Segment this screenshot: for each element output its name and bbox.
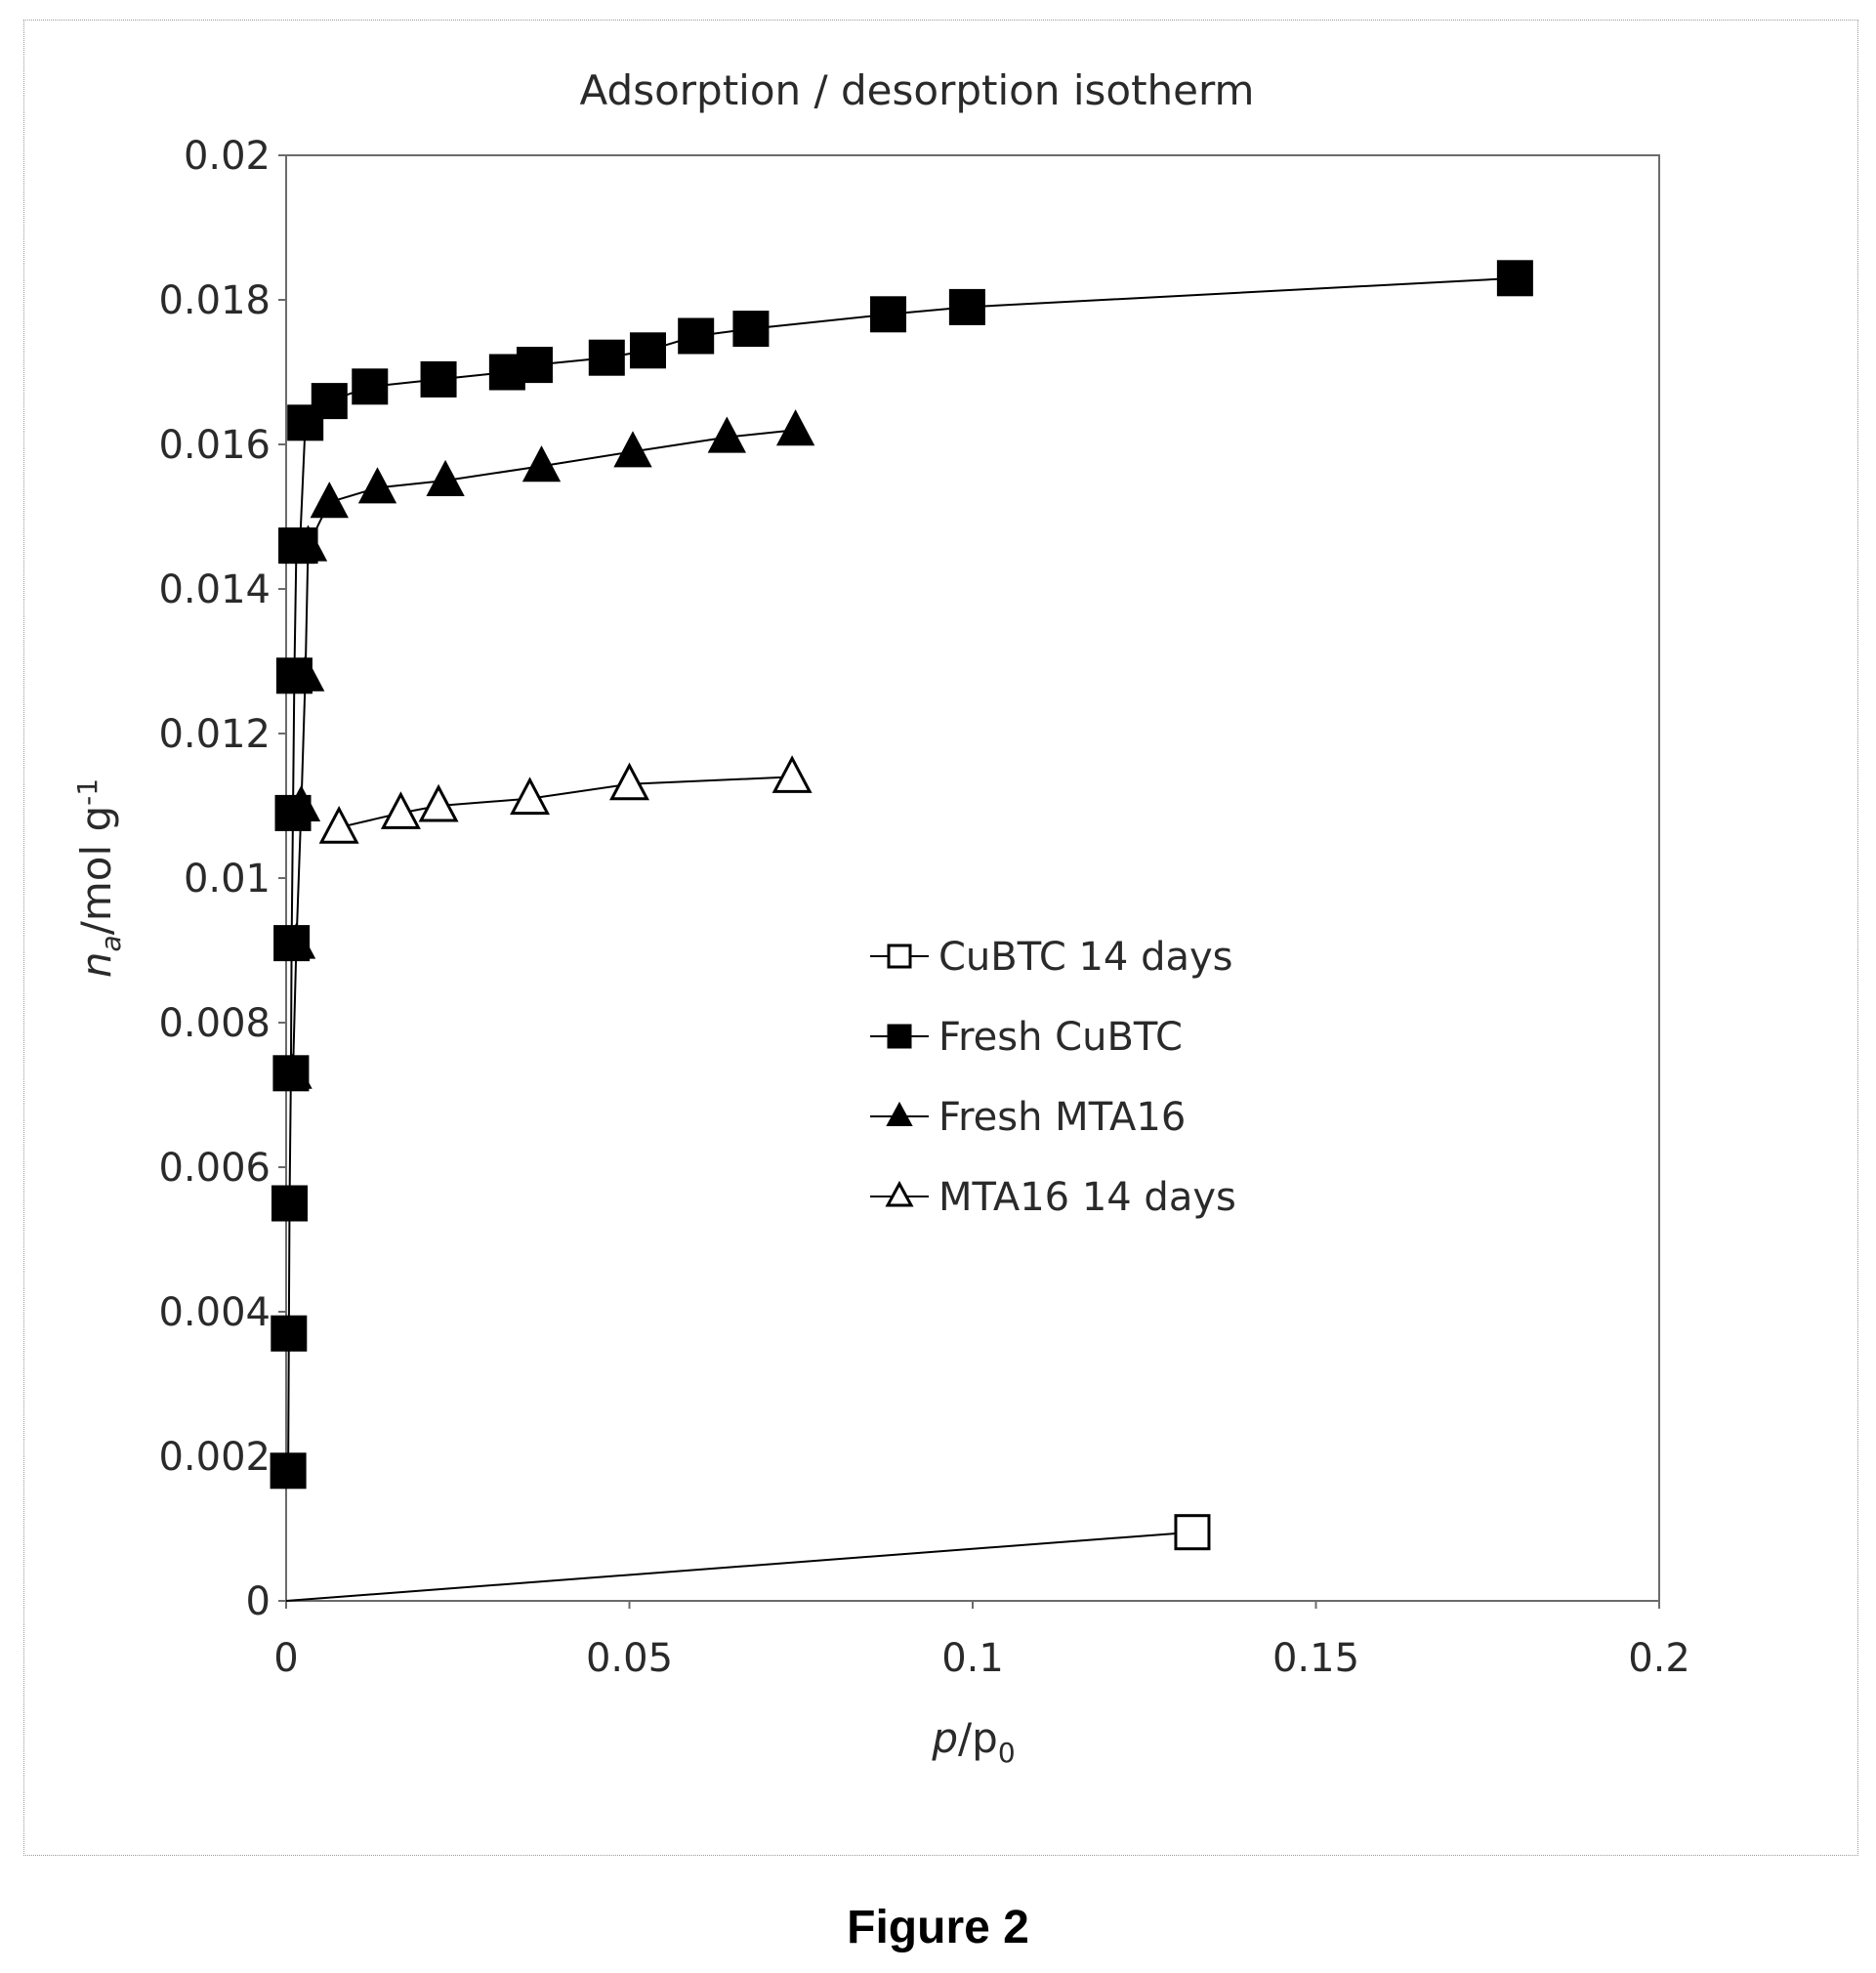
series-line-fresh-mta16 — [292, 429, 796, 1073]
data-point-mta16-14-days — [318, 805, 359, 844]
y-tick-label: 0.008 — [158, 1001, 271, 1046]
data-point-mta16-14-days — [771, 755, 813, 793]
y-tick-label: 0.016 — [158, 423, 271, 468]
data-point-fresh-cubtc — [271, 1185, 309, 1222]
legend-marker-cubtc-14-days — [887, 944, 912, 969]
y-tick-label: 0.02 — [184, 134, 271, 179]
y-tick-label: 0.012 — [158, 712, 271, 757]
data-point-fresh-mta16 — [288, 525, 328, 562]
legend-label-fresh-mta16: Fresh MTA16 — [938, 1095, 1186, 1140]
data-point-fresh-mta16 — [426, 459, 465, 496]
data-point-fresh-cubtc — [420, 360, 457, 398]
data-point-fresh-cubtc — [870, 296, 907, 333]
data-point-fresh-mta16 — [276, 922, 316, 959]
data-point-fresh-cubtc — [629, 332, 666, 369]
data-point-fresh-cubtc — [678, 317, 715, 355]
series-line-fresh-cubtc — [287, 276, 1516, 1471]
x-tick-label: 0.2 — [1628, 1636, 1690, 1681]
x-axis-label: p/p0 — [931, 1714, 1015, 1769]
data-point-fresh-cubtc — [588, 339, 625, 376]
x-tick-label: 0.05 — [586, 1636, 673, 1681]
data-point-mta16-14-days — [609, 762, 649, 801]
y-tick-label: 0.01 — [184, 857, 271, 902]
data-point-fresh-mta16 — [775, 409, 815, 446]
x-tick-label: 0 — [273, 1636, 298, 1681]
legend-marker-fresh-mta16 — [886, 1101, 913, 1126]
figure-caption: Figure 2 — [847, 1902, 1029, 1953]
legend-label-cubtc-14-days: CuBTC 14 days — [938, 935, 1232, 980]
data-point-fresh-mta16 — [521, 445, 562, 483]
data-point-fresh-cubtc — [732, 311, 770, 348]
legend-label-fresh-cubtc: Fresh CuBTC — [938, 1015, 1183, 1060]
data-point-fresh-cubtc — [270, 1452, 307, 1490]
legend-label-mta16-14-days: MTA16 14 days — [938, 1175, 1236, 1220]
legend-marker-fresh-cubtc — [887, 1024, 912, 1049]
data-point-mta16-14-days — [510, 777, 551, 816]
x-tick-label: 0.15 — [1272, 1636, 1359, 1681]
legend: CuBTC 14 days Fresh CuBTC Fresh MTA16 MTA16… — [870, 935, 1236, 1220]
data-point-fresh-cubtc — [516, 347, 553, 384]
data-point-mta16-14-days — [380, 791, 421, 829]
data-point-fresh-cubtc — [271, 1315, 308, 1352]
data-point-fresh-cubtc — [311, 383, 348, 420]
chart-frame: Adsorption / desorption isotherm 0 0.002 0… — [23, 20, 1858, 1856]
y-tick-label: 0.018 — [158, 278, 271, 323]
series-lines — [285, 276, 1516, 1602]
data-point-fresh-mta16 — [273, 1052, 313, 1089]
x-tick-label: 0.1 — [941, 1636, 1004, 1681]
data-point-cubtc-14-days — [1174, 1514, 1211, 1551]
data-point-fresh-mta16 — [286, 654, 325, 692]
data-point-fresh-cubtc — [352, 368, 389, 405]
axis-ticks: 0 0.002 0.004 0.006 0.008 0.01 0.012 0.014 0.016… — [158, 134, 1689, 1681]
y-axis-label: na/mol g-1 — [71, 778, 127, 978]
series-markers — [270, 260, 1533, 1551]
y-tick-label: 0.014 — [158, 567, 271, 612]
isotherm-chart: Adsorption / desorption isotherm 00.0020… — [71, 66, 1690, 1769]
data-point-fresh-mta16 — [357, 467, 397, 504]
data-point-fresh-mta16 — [310, 482, 349, 519]
legend-marker-mta16-14-days — [885, 1180, 914, 1207]
y-tick-label: 0.002 — [158, 1435, 271, 1480]
y-tick-label: 0 — [246, 1579, 271, 1624]
y-tick-label: 0.004 — [158, 1290, 271, 1335]
data-point-fresh-mta16 — [707, 416, 746, 453]
y-tick-label: 0.006 — [158, 1146, 271, 1191]
series-line-cubtc-14-days — [285, 1531, 1193, 1602]
data-point-mta16-14-days — [418, 783, 459, 822]
data-point-fresh-cubtc — [948, 288, 985, 325]
data-point-fresh-cubtc — [1496, 260, 1533, 297]
data-point-fresh-mta16 — [613, 431, 652, 468]
data-point-fresh-mta16 — [281, 784, 321, 821]
chart-title: Adsorption / desorption isotherm — [580, 66, 1255, 114]
